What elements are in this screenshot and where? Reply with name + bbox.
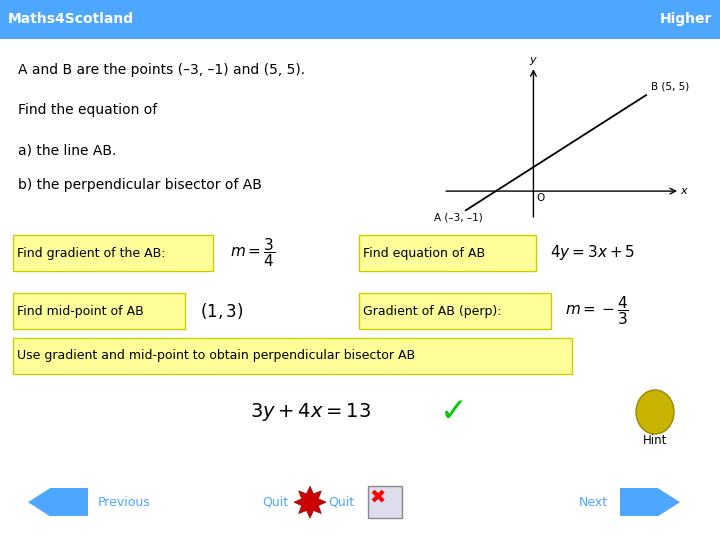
Text: Higher: Higher bbox=[660, 12, 712, 26]
Text: ✓: ✓ bbox=[440, 395, 468, 429]
Text: Quit: Quit bbox=[262, 496, 288, 509]
Text: A (–3, –1): A (–3, –1) bbox=[434, 212, 483, 222]
Polygon shape bbox=[28, 488, 50, 516]
Text: Gradient of AB (perp):: Gradient of AB (perp): bbox=[363, 305, 502, 318]
Text: A and B are the points (–3, –1) and (5, 5).: A and B are the points (–3, –1) and (5, … bbox=[18, 63, 305, 77]
FancyBboxPatch shape bbox=[359, 235, 536, 271]
Text: Maths4Scotland: Maths4Scotland bbox=[8, 12, 134, 26]
Text: $(1, 3)$: $(1, 3)$ bbox=[200, 301, 243, 321]
Text: Find mid-point of AB: Find mid-point of AB bbox=[17, 305, 144, 318]
Text: B (5, 5): B (5, 5) bbox=[651, 81, 689, 91]
Text: b) the perpendicular bisector of AB: b) the perpendicular bisector of AB bbox=[18, 178, 262, 192]
Text: $3y + 4x = 13$: $3y + 4x = 13$ bbox=[250, 401, 371, 423]
FancyBboxPatch shape bbox=[13, 338, 572, 374]
Text: $x$: $x$ bbox=[680, 186, 689, 196]
FancyBboxPatch shape bbox=[50, 488, 88, 516]
Ellipse shape bbox=[636, 390, 674, 434]
Text: $m = \dfrac{3}{4}$: $m = \dfrac{3}{4}$ bbox=[230, 237, 275, 269]
FancyBboxPatch shape bbox=[359, 293, 551, 329]
Polygon shape bbox=[294, 486, 326, 518]
FancyBboxPatch shape bbox=[0, 0, 720, 39]
Text: Use gradient and mid-point to obtain perpendicular bisector AB: Use gradient and mid-point to obtain per… bbox=[17, 349, 415, 362]
Text: Find equation of AB: Find equation of AB bbox=[363, 246, 485, 260]
FancyBboxPatch shape bbox=[13, 293, 185, 329]
Text: ✖: ✖ bbox=[370, 488, 386, 507]
Text: Quit: Quit bbox=[328, 496, 354, 509]
Text: Find the equation of: Find the equation of bbox=[18, 103, 157, 117]
Text: Previous: Previous bbox=[98, 496, 150, 509]
FancyBboxPatch shape bbox=[368, 486, 402, 518]
Text: $4y = 3x + 5$: $4y = 3x + 5$ bbox=[550, 244, 635, 262]
Text: Next: Next bbox=[579, 496, 608, 509]
Polygon shape bbox=[658, 488, 680, 516]
Text: $y$: $y$ bbox=[529, 55, 538, 66]
Text: a) the line AB.: a) the line AB. bbox=[18, 143, 117, 157]
Text: Hint: Hint bbox=[643, 434, 667, 447]
FancyBboxPatch shape bbox=[13, 235, 213, 271]
Text: O: O bbox=[536, 193, 544, 203]
FancyBboxPatch shape bbox=[620, 488, 658, 516]
Text: Find gradient of the AB:: Find gradient of the AB: bbox=[17, 246, 166, 260]
Text: $m = -\dfrac{4}{3}$: $m = -\dfrac{4}{3}$ bbox=[565, 295, 629, 327]
